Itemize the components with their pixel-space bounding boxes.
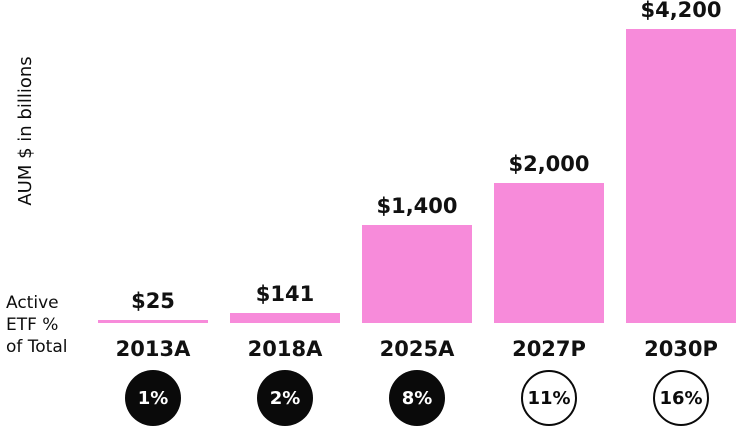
x-axis-tick-label: 2018A [247, 337, 323, 361]
active-etf-pct-badge: 1% [125, 370, 181, 426]
x-axis-tick-label: 2027P [512, 337, 586, 361]
bar-2027 [494, 183, 604, 323]
active-etf-pct-badge: 16% [653, 370, 709, 426]
bar-value-label: $25 [131, 289, 175, 313]
bar-column-2025: $1,400 2025A 8% [351, 0, 483, 431]
active-etf-pct-badge: 11% [521, 370, 577, 426]
secondary-axis-label-line2: ETF % [6, 315, 59, 335]
bar-2013 [98, 320, 208, 323]
bar-2030 [626, 29, 736, 323]
x-axis-tick-label: 2030P [644, 337, 718, 361]
secondary-axis-label: Active ETF % of Total [6, 292, 68, 358]
bar-2025 [362, 225, 472, 323]
bar-value-label: $4,200 [640, 0, 722, 22]
bar-2018 [230, 313, 340, 323]
x-axis-tick-label: 2025A [379, 337, 455, 361]
bar-column-2018: $141 2018A 2% [219, 0, 351, 431]
bar-column-2030: $4,200 2030P 16% [615, 0, 740, 431]
bar-value-label: $2,000 [508, 152, 590, 176]
x-axis-tick-label: 2013A [115, 337, 191, 361]
active-etf-pct-badge: 8% [389, 370, 445, 426]
secondary-axis-label-line3: of Total [6, 337, 68, 357]
secondary-axis-label-line1: Active [6, 293, 59, 313]
bar-value-label: $1,400 [376, 194, 458, 218]
bar-column-2027: $2,000 2027P 11% [483, 0, 615, 431]
y-axis-label: AUM $ in billions [15, 56, 36, 206]
active-etf-pct-badge: 2% [257, 370, 313, 426]
bar-value-label: $141 [255, 282, 315, 306]
bar-column-2013: $25 2013A 1% [87, 0, 219, 431]
